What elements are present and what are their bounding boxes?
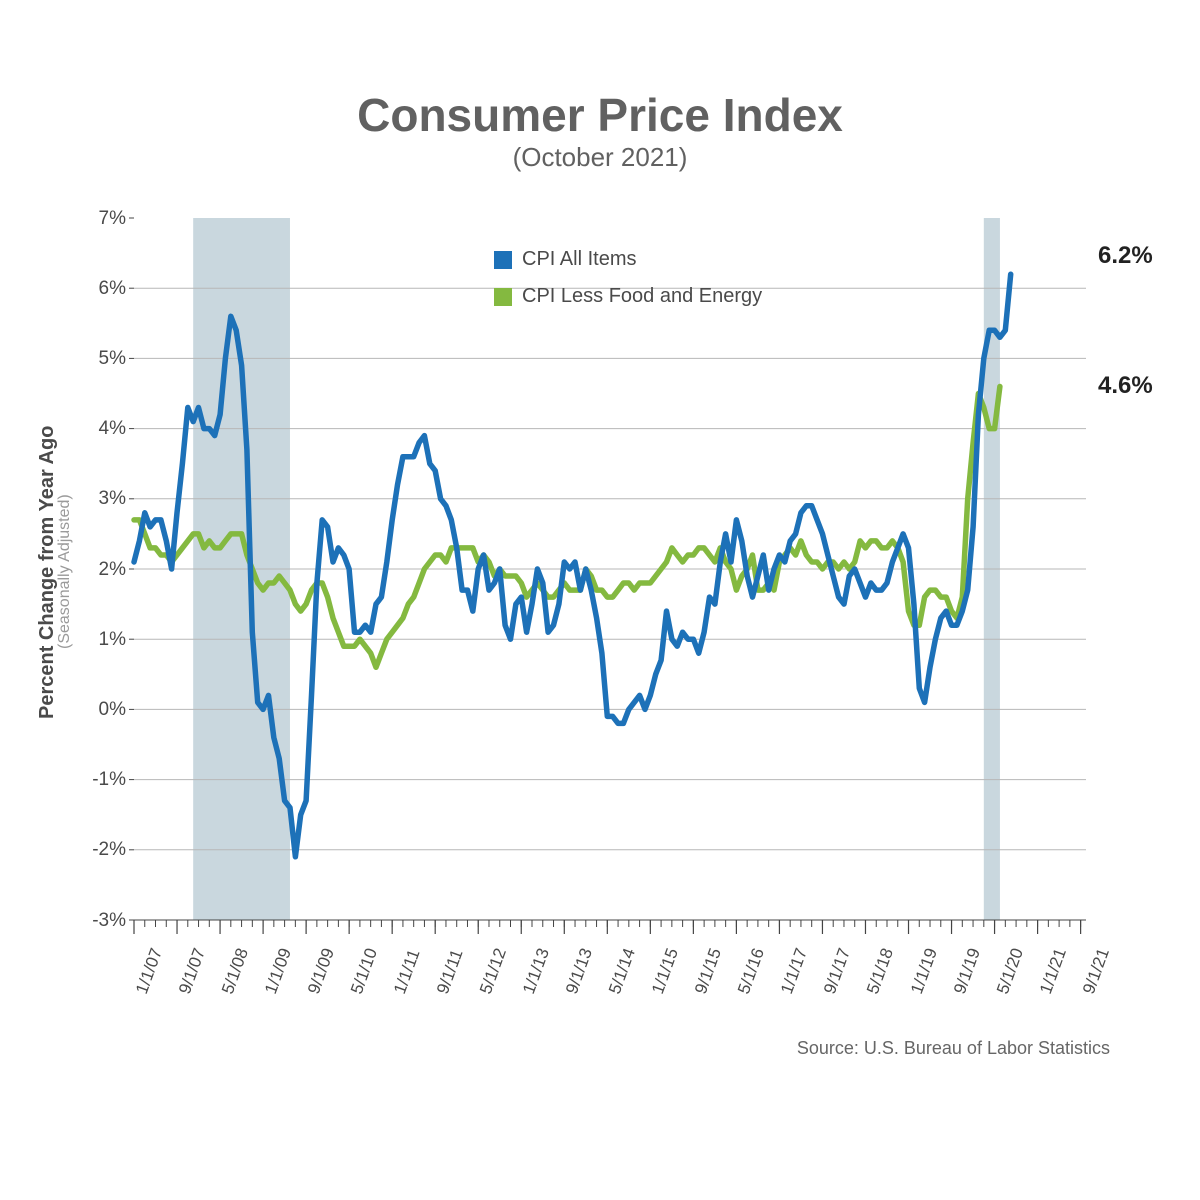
y-tick-label: 4% bbox=[78, 418, 126, 440]
end-label-all-items: 6.2% bbox=[1098, 242, 1153, 270]
legend-item: CPI Less Food and Energy bbox=[494, 285, 762, 308]
y-tick-label: 2% bbox=[78, 559, 126, 581]
y-tick-label: 3% bbox=[78, 488, 126, 510]
legend-label: CPI Less Food and Energy bbox=[522, 285, 762, 308]
legend-label: CPI All Items bbox=[522, 248, 636, 271]
chart-legend: CPI All Items CPI Less Food and Energy bbox=[494, 248, 762, 322]
y-tick-label: 1% bbox=[78, 629, 126, 651]
y-tick-label: -1% bbox=[78, 769, 126, 791]
chart-svg bbox=[0, 0, 1200, 1200]
y-tick-label: 6% bbox=[78, 278, 126, 300]
legend-swatch bbox=[494, 288, 512, 306]
y-tick-label: 5% bbox=[78, 348, 126, 370]
y-tick-label: 0% bbox=[78, 699, 126, 721]
legend-item: CPI All Items bbox=[494, 248, 762, 271]
y-tick-label: -3% bbox=[78, 910, 126, 932]
legend-swatch bbox=[494, 251, 512, 269]
end-label-core: 4.6% bbox=[1098, 372, 1153, 400]
source-text: Source: U.S. Bureau of Labor Statistics bbox=[797, 1038, 1110, 1059]
y-tick-label: 7% bbox=[78, 208, 126, 230]
cpi-chart: Consumer Price Index (October 2021) Perc… bbox=[0, 0, 1200, 1200]
y-tick-label: -2% bbox=[78, 839, 126, 861]
